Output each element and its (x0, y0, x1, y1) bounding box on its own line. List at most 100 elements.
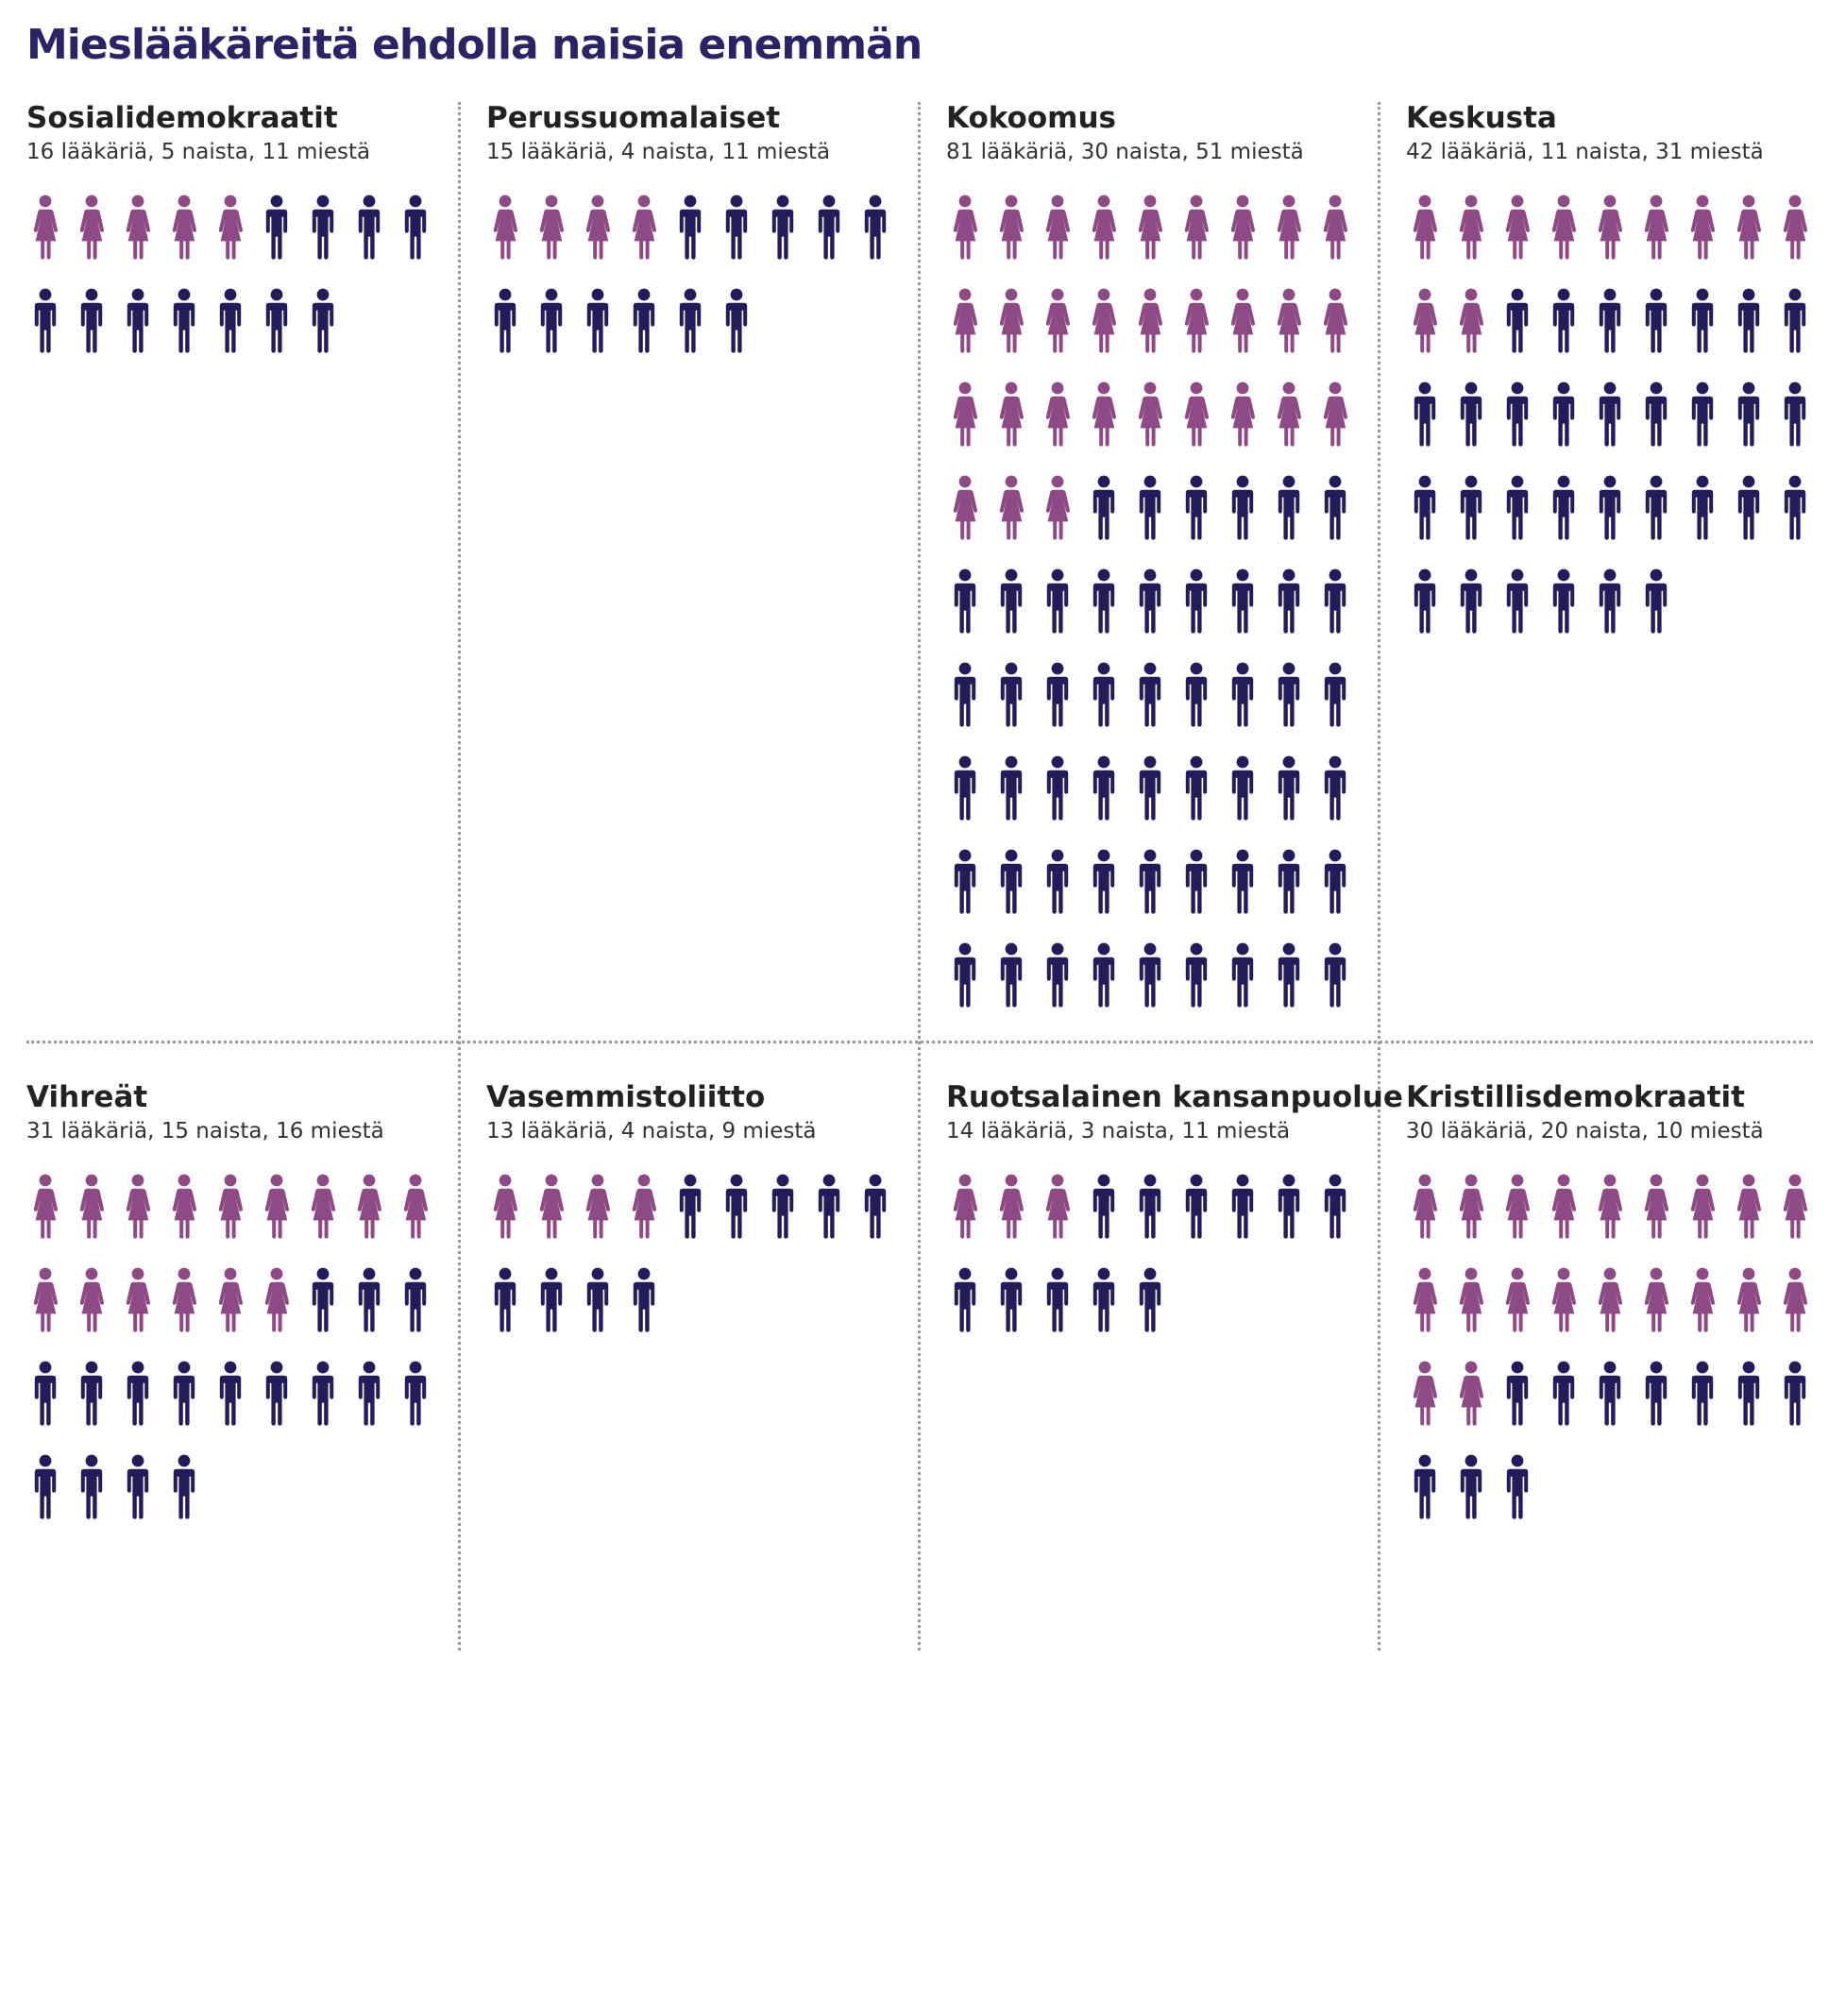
woman-icon (1644, 1174, 1668, 1239)
man-icon (1278, 942, 1300, 1008)
woman-icon (1551, 195, 1576, 260)
man-icon (1324, 568, 1346, 634)
woman-icon (953, 381, 977, 447)
man-icon (1000, 662, 1023, 727)
man-icon (1231, 755, 1254, 821)
party-counts: 81 lääkäriä, 30 naista, 51 miestä (946, 140, 1304, 164)
man-icon (864, 1174, 887, 1239)
man-icon (1185, 568, 1208, 634)
woman-icon (1644, 1267, 1668, 1332)
man-icon (1552, 475, 1575, 540)
woman-icon (1138, 195, 1162, 260)
woman-icon (33, 1267, 58, 1332)
man-icon (1000, 1267, 1023, 1332)
woman-icon (953, 1174, 977, 1239)
man-icon (1506, 475, 1529, 540)
woman-icon (1277, 381, 1301, 447)
man-icon (1000, 942, 1023, 1008)
woman-icon (1184, 195, 1209, 260)
woman-icon (264, 1267, 289, 1332)
woman-icon (1459, 195, 1483, 260)
man-icon (725, 288, 748, 353)
man-icon (34, 288, 57, 353)
divider-vertical-3 (1378, 102, 1380, 1651)
man-icon (1278, 849, 1300, 914)
man-icon (1784, 288, 1806, 353)
man-icon (1552, 288, 1575, 353)
man-icon (1092, 662, 1115, 727)
man-icon (633, 1267, 655, 1332)
woman-icon (953, 475, 977, 540)
icon-grid (26, 187, 442, 1037)
man-icon (1139, 942, 1161, 1008)
divider-vertical-2 (918, 102, 921, 1651)
man-icon (586, 288, 609, 353)
man-icon (540, 288, 563, 353)
woman-icon (1459, 1267, 1483, 1332)
woman-icon (1598, 1267, 1622, 1332)
man-icon (1231, 942, 1254, 1008)
man-icon (1139, 568, 1161, 634)
man-icon (1784, 1361, 1806, 1426)
man-icon (1324, 755, 1346, 821)
divider-horizontal (26, 1041, 1813, 1043)
man-icon (1460, 381, 1482, 447)
man-icon (1645, 475, 1668, 540)
man-icon (1784, 381, 1806, 447)
man-icon (1324, 942, 1346, 1008)
man-icon (265, 195, 288, 260)
man-icon (1092, 1267, 1115, 1332)
man-icon (1691, 1361, 1714, 1426)
woman-icon (539, 195, 564, 260)
man-icon (1506, 288, 1529, 353)
party-name: Vasemmistoliitto (486, 1080, 766, 1114)
woman-icon (1230, 381, 1255, 447)
woman-icon (1598, 195, 1622, 260)
man-icon (358, 195, 381, 260)
man-icon (1506, 1454, 1529, 1519)
man-icon (80, 1454, 103, 1519)
party-counts: 42 lääkäriä, 11 naista, 31 miestä (1406, 140, 1764, 164)
icon-grid (946, 1166, 1362, 2016)
man-icon (1324, 475, 1346, 540)
man-icon (1737, 381, 1760, 447)
woman-icon (218, 1174, 243, 1239)
icon-grid (946, 187, 1362, 1037)
man-icon (818, 1174, 840, 1239)
woman-icon (1505, 1174, 1530, 1239)
man-icon (1784, 475, 1806, 540)
woman-icon (264, 1174, 289, 1239)
woman-icon (1413, 195, 1437, 260)
man-icon (80, 288, 103, 353)
woman-icon (403, 1174, 428, 1239)
woman-icon (1505, 195, 1530, 260)
man-icon (1139, 475, 1161, 540)
woman-icon (1230, 288, 1255, 353)
woman-icon (1045, 381, 1070, 447)
woman-icon (1736, 195, 1761, 260)
woman-icon (1690, 195, 1715, 260)
woman-icon (1413, 1361, 1437, 1426)
man-icon (1185, 755, 1208, 821)
man-icon (173, 288, 195, 353)
man-icon (1046, 942, 1069, 1008)
woman-icon (126, 1174, 150, 1239)
man-icon (1691, 288, 1714, 353)
man-icon (1691, 475, 1714, 540)
man-icon (1278, 475, 1300, 540)
man-icon (1324, 849, 1346, 914)
man-icon (725, 1174, 748, 1239)
woman-icon (539, 1174, 564, 1239)
woman-icon (1783, 1174, 1807, 1239)
man-icon (1737, 288, 1760, 353)
woman-icon (79, 1174, 104, 1239)
woman-icon (493, 1174, 517, 1239)
man-icon (679, 1174, 702, 1239)
party-panel-rkp: Ruotsalainen kansanpuolue 14 lääkäriä, 3… (946, 1081, 1403, 1332)
woman-icon (1551, 1267, 1576, 1332)
woman-icon (1138, 381, 1162, 447)
woman-icon (632, 195, 656, 260)
man-icon (1231, 1174, 1254, 1239)
man-icon (540, 1267, 563, 1332)
party-counts: 13 lääkäriä, 4 naista, 9 miestä (486, 1119, 817, 1144)
